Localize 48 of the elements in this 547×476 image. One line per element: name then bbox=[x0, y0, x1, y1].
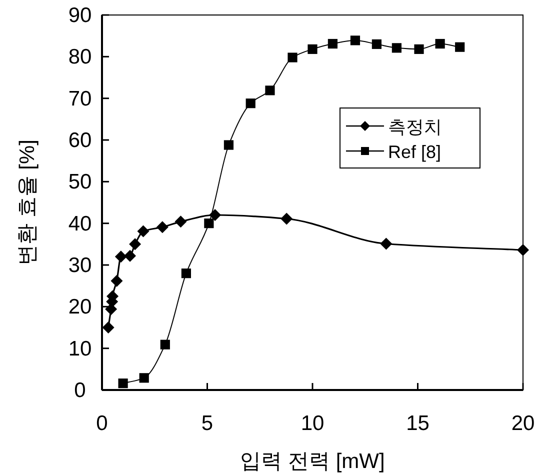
point bbox=[435, 38, 445, 49]
point bbox=[350, 36, 360, 46]
point bbox=[414, 44, 424, 54]
point bbox=[517, 244, 529, 256]
y-tick-label: 90 bbox=[68, 4, 92, 27]
x-tick-label: 15 bbox=[406, 412, 430, 435]
point bbox=[137, 225, 150, 238]
point bbox=[204, 218, 214, 228]
point bbox=[392, 43, 402, 53]
legend-label: 측정치 bbox=[388, 117, 442, 137]
point bbox=[129, 238, 142, 250]
point bbox=[139, 373, 149, 383]
point bbox=[114, 250, 127, 263]
point bbox=[118, 378, 128, 388]
point bbox=[224, 140, 234, 150]
x-tick-label: 0 bbox=[96, 412, 108, 435]
point bbox=[110, 274, 123, 287]
y-tick-label: 80 bbox=[68, 46, 92, 69]
y-tick-label: 40 bbox=[68, 212, 92, 236]
point bbox=[372, 39, 382, 49]
y-tick-label: 20 bbox=[68, 296, 92, 319]
x-tick-label: 10 bbox=[300, 412, 324, 435]
legend-label: Ref [8] bbox=[388, 142, 442, 162]
point bbox=[209, 209, 222, 221]
point bbox=[328, 38, 338, 49]
y-axis-title: 변환 효율 [%] bbox=[16, 139, 39, 266]
point bbox=[174, 216, 187, 228]
point bbox=[455, 42, 465, 52]
y-tick-label: 50 bbox=[68, 170, 92, 194]
point bbox=[280, 212, 293, 225]
y-tick-label: 0 bbox=[74, 379, 86, 402]
point bbox=[288, 52, 298, 62]
point bbox=[102, 322, 114, 334]
point bbox=[181, 268, 191, 278]
point bbox=[265, 86, 275, 96]
y-tick-label: 60 bbox=[68, 129, 92, 152]
y-tick-label: 70 bbox=[68, 87, 92, 110]
x-axis-title: 입력 전력 [mW] bbox=[240, 450, 385, 473]
point bbox=[160, 340, 170, 350]
x-tick-label: 5 bbox=[201, 412, 214, 435]
y-tick-label: 30 bbox=[68, 254, 92, 277]
point bbox=[246, 98, 256, 108]
x-tick-label: 20 bbox=[511, 412, 535, 435]
point bbox=[380, 238, 392, 250]
point bbox=[308, 44, 318, 54]
point bbox=[156, 221, 168, 234]
y-tick-label: 10 bbox=[68, 337, 92, 360]
point bbox=[124, 250, 136, 262]
